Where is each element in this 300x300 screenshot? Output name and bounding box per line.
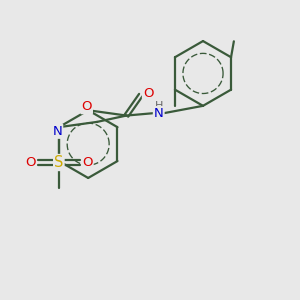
Text: N: N xyxy=(154,107,164,120)
Text: H: H xyxy=(154,100,163,111)
Text: N: N xyxy=(52,125,62,138)
Text: O: O xyxy=(81,100,92,113)
Text: O: O xyxy=(143,87,153,100)
Text: O: O xyxy=(82,156,93,169)
Text: O: O xyxy=(25,156,35,169)
Text: S: S xyxy=(54,155,64,170)
